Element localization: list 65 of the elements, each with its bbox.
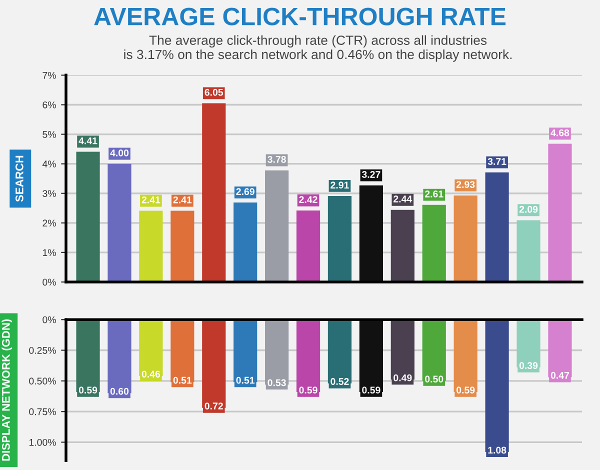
y-tick-label: 1% <box>42 249 56 256</box>
data-label: 0.72 <box>204 402 223 410</box>
bar <box>76 152 100 282</box>
y-tick-label: 3% <box>42 190 56 197</box>
data-label: 6.05 <box>204 88 224 96</box>
data-label: 2.41 <box>142 196 160 204</box>
data-label: 1.08 <box>488 446 506 454</box>
bar <box>296 210 320 282</box>
bar <box>139 210 163 282</box>
bar <box>234 202 258 282</box>
data-label: 2.09 <box>519 206 538 213</box>
data-label: 0.50 <box>425 376 444 382</box>
data-label: 4.41 <box>78 137 98 144</box>
data-label: 0.51 <box>173 376 192 384</box>
data-label: 3.71 <box>488 158 506 165</box>
data-label: 0.47 <box>550 372 570 379</box>
data-label: 0.53 <box>268 379 286 386</box>
data-label: 0.59 <box>78 386 98 394</box>
data-label: 0.46 <box>142 370 160 378</box>
bar <box>390 210 414 282</box>
y-axis-title: SEARCH <box>15 156 24 202</box>
data-label: 3.78 <box>268 156 286 163</box>
bar <box>170 210 194 282</box>
bar <box>108 164 132 282</box>
data-label: 2.91 <box>330 182 349 189</box>
data-label: 4.68 <box>550 129 570 136</box>
data-label: 4.00 <box>110 149 129 156</box>
y-tick-label: 0% <box>42 278 56 286</box>
bar <box>265 170 289 282</box>
data-label: 2.69 <box>236 188 254 196</box>
bar <box>485 172 509 282</box>
bar <box>202 103 226 282</box>
y-tick-label: 0.25% <box>29 346 56 354</box>
data-label: 2.44 <box>394 196 412 202</box>
data-label: 2.42 <box>299 196 318 203</box>
y-tick-label: 0.50% <box>29 378 56 385</box>
data-label: 0.59 <box>456 386 475 394</box>
y-tick-label: 6% <box>42 101 56 108</box>
bar <box>548 144 572 282</box>
y-tick-label: 2% <box>42 220 56 226</box>
y-tick-label: 7% <box>42 72 56 79</box>
data-label: 2.93 <box>456 181 475 188</box>
data-label: 2.41 <box>173 196 192 204</box>
y-tick-label: 0.75% <box>29 408 56 416</box>
y-tick-label: 4% <box>42 160 56 168</box>
data-label: 0.59 <box>299 386 318 394</box>
bar <box>328 196 352 282</box>
bar <box>516 220 540 282</box>
y-tick-label: 1.00% <box>29 438 56 446</box>
data-label: 0.39 <box>519 362 538 370</box>
data-label: 0.52 <box>330 378 349 385</box>
data-label: 0.49 <box>394 374 412 382</box>
bar <box>454 195 478 282</box>
y-tick-label: 0% <box>42 316 56 324</box>
chart-subtitle: The average click-through rate (CTR) across all industries is 3.17% on the search network and 0.46% on the display network. <box>124 35 512 62</box>
data-label: 3.27 <box>362 171 380 178</box>
chart-title: AVERAGE CLICK-THROUGH RATE <box>94 8 506 26</box>
y-tick-label: 5% <box>42 131 56 138</box>
y-axis-title: DISPLAY NETWORK (GDN) <box>2 319 12 461</box>
bar <box>422 204 446 282</box>
data-label: 0.51 <box>236 376 255 384</box>
data-label: 0.59 <box>362 386 380 394</box>
data-label: 0.60 <box>110 388 129 395</box>
data-label: 2.61 <box>425 190 444 198</box>
bar <box>359 185 383 282</box>
